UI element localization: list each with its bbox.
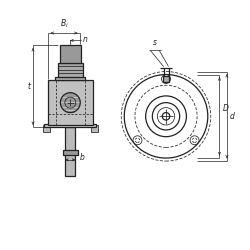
Bar bbox=[65, 128, 75, 176]
Bar bbox=[43, 125, 50, 132]
Bar bbox=[44, 124, 96, 128]
Text: D: D bbox=[222, 104, 228, 113]
Bar bbox=[91, 125, 98, 132]
Bar bbox=[163, 76, 169, 82]
Text: n: n bbox=[83, 36, 87, 44]
Bar bbox=[60, 46, 81, 63]
Text: s: s bbox=[153, 38, 157, 47]
Text: $B_i$: $B_i$ bbox=[60, 17, 68, 29]
Bar bbox=[63, 150, 78, 155]
Bar bbox=[56, 76, 85, 80]
Text: d: d bbox=[230, 112, 235, 121]
Text: t: t bbox=[27, 82, 30, 91]
Text: b: b bbox=[80, 153, 85, 162]
Bar bbox=[58, 63, 83, 76]
Bar bbox=[48, 80, 93, 125]
